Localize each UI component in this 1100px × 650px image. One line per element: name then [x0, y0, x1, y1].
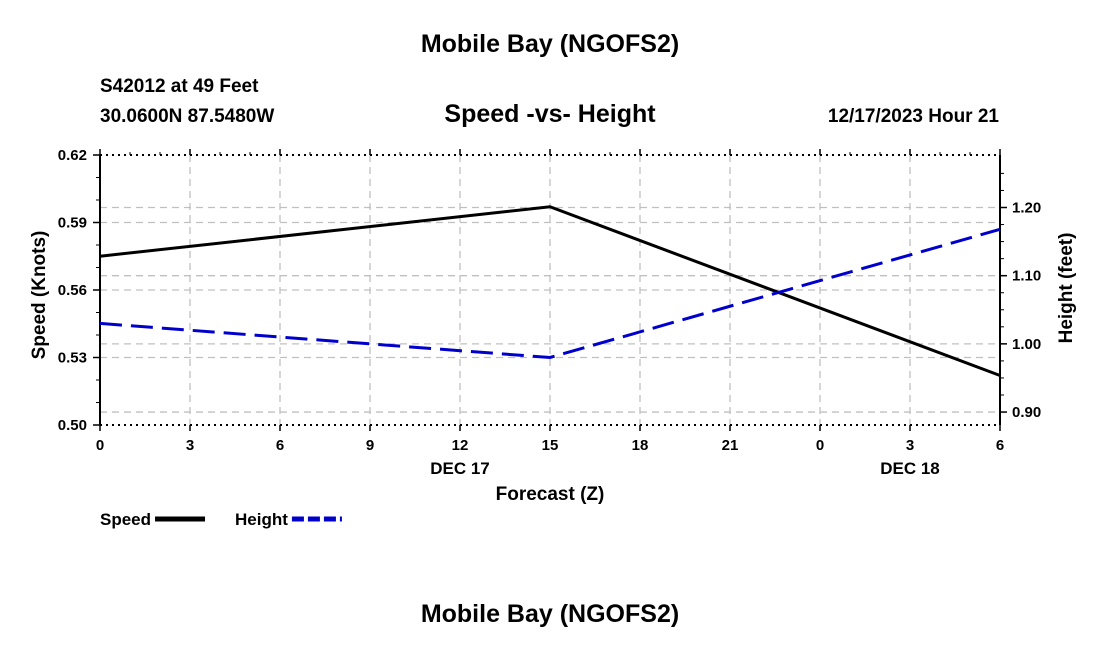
x-tick-label: 0 [816, 437, 824, 454]
y2-axis-title: Height (feet) [1056, 233, 1077, 344]
x-tick-label: 18 [632, 437, 649, 454]
x-tick-label: 12 [452, 437, 469, 454]
x-date-label: DEC 18 [880, 459, 940, 478]
y2-tick-label: 1.00 [1012, 336, 1041, 353]
station-label: S42012 at 49 Feet [100, 76, 259, 97]
station-coordinates: 30.0600N 87.5480W [100, 106, 275, 127]
y-tick-label: 0.59 [58, 215, 87, 232]
series-line-speed [99, 205, 1001, 377]
x-tick-label: 6 [996, 437, 1004, 454]
footer-site-title: Mobile Bay (NGOFS2) [420, 600, 680, 628]
y2-tick-label: 0.90 [1012, 404, 1041, 421]
y-tick-label: 0.56 [58, 282, 87, 299]
legend-label-speed: Speed [100, 510, 151, 529]
x-tick-label: 3 [186, 437, 194, 454]
chart-title: Speed -vs- Height [444, 100, 656, 128]
x-date-label: DEC 17 [430, 459, 490, 478]
legend-label-height: Height [235, 510, 288, 529]
x-tick-label: 9 [366, 437, 374, 454]
y2-tick-label: 1.10 [1012, 268, 1041, 285]
y-tick-label: 0.62 [58, 147, 87, 164]
x-axis-title: Forecast (Z) [496, 484, 605, 505]
x-tick-label: 15 [542, 437, 559, 454]
forecast-datetime: 12/17/2023 Hour 21 [827, 106, 999, 127]
series-line-height [99, 227, 1001, 360]
x-tick-label: 0 [96, 437, 104, 454]
y-axis-title: Speed (Knots) [29, 231, 50, 360]
x-tick-label: 6 [276, 437, 284, 454]
y-tick-label: 0.53 [58, 350, 87, 367]
x-tick-label: 3 [906, 437, 914, 454]
y-tick-label: 0.50 [58, 417, 87, 434]
x-tick-label: 21 [722, 437, 739, 454]
y2-tick-label: 1.20 [1012, 200, 1041, 217]
site-title: Mobile Bay (NGOFS2) [420, 30, 680, 58]
